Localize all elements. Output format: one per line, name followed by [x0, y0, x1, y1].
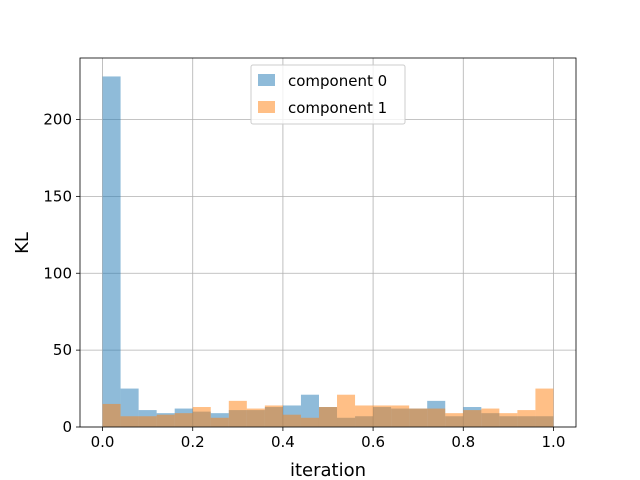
bar-component-1-bin-6 — [210, 417, 229, 427]
legend-swatch-component-1 — [258, 101, 275, 113]
bar-component-1-bin-12 — [318, 407, 338, 427]
bar-component-1-bin-9 — [264, 405, 283, 427]
x-tick-label: 0.8 — [451, 433, 475, 451]
bar-component-1-bin-15 — [373, 405, 392, 427]
histogram-bars — [102, 76, 554, 427]
x-tick-label: 0.2 — [181, 433, 205, 451]
bar-component-1-bin-20 — [463, 410, 482, 427]
bar-component-1-bin-18 — [427, 408, 446, 427]
bar-component-1-bin-21 — [481, 408, 500, 427]
plot-frame — [79, 57, 577, 428]
bar-component-1-bin-24 — [535, 388, 554, 427]
x-tick-label: 0.0 — [91, 433, 115, 451]
bar-component-1-bin-19 — [445, 413, 464, 427]
legend-label-component-0: component 0 — [288, 72, 387, 90]
x-tick-label: 1.0 — [542, 433, 566, 451]
legend-label-component-1: component 1 — [288, 99, 387, 117]
x-tick-label: 0.6 — [361, 433, 385, 451]
legend: component 0 component 1 — [250, 64, 406, 125]
bar-component-1-bin-3 — [156, 414, 175, 427]
bar-component-1-bin-10 — [282, 414, 301, 427]
bar-component-1-bin-14 — [355, 405, 374, 427]
bar-component-1-bin-23 — [517, 410, 536, 427]
bar-component-1-bin-2 — [138, 416, 157, 427]
x-tick-label: 0.4 — [271, 433, 295, 451]
bar-component-1-bin-11 — [300, 417, 319, 427]
y-tick-label: 200 — [43, 111, 72, 129]
axis-ticks: 0.0 0.2 0.4 0.6 0.8 1.0 0 50 100 150 200 — [43, 111, 565, 452]
y-tick-label: 0 — [62, 418, 72, 436]
y-tick-label: 100 — [43, 264, 72, 282]
bar-component-1-bin-22 — [499, 413, 518, 427]
bar-component-1-bin-0 — [102, 403, 121, 427]
legend-swatch-component-0 — [258, 74, 275, 86]
x-axis-label: iteration — [290, 460, 366, 480]
y-tick-label: 150 — [43, 187, 72, 205]
y-axis-label: KL — [12, 232, 33, 254]
series-component-1 — [102, 388, 554, 427]
y-tick-label: 50 — [53, 341, 72, 359]
bar-component-1-bin-16 — [391, 405, 410, 427]
legend-frame — [250, 64, 406, 125]
bar-component-1-bin-17 — [409, 408, 428, 427]
bar-component-0-bin-0 — [102, 76, 121, 427]
bar-component-1-bin-1 — [120, 416, 139, 427]
bar-component-1-bin-7 — [228, 400, 247, 427]
bar-component-1-bin-5 — [192, 407, 211, 427]
series-component-0 — [102, 76, 554, 427]
bar-component-1-bin-8 — [246, 408, 265, 427]
bar-component-1-bin-13 — [337, 394, 356, 427]
bar-component-1-bin-4 — [174, 413, 193, 427]
